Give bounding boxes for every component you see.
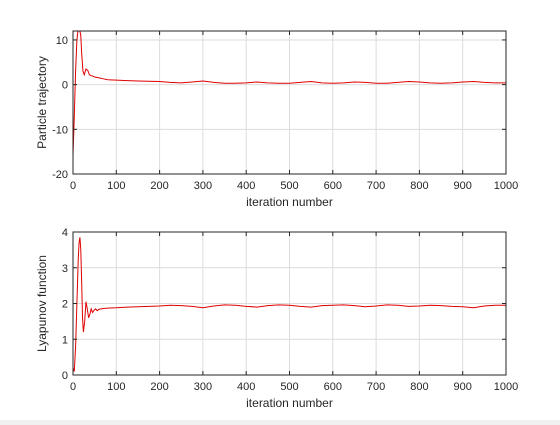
x-tick-label: 200 <box>150 180 168 192</box>
x-tick-label: 300 <box>194 180 212 192</box>
y-tick-label: -10 <box>52 124 68 136</box>
x-axis-label: iteration number <box>246 195 333 209</box>
x-tick-label: 800 <box>410 180 428 192</box>
y-axis-label: Lyapunov function <box>35 255 49 352</box>
plot-lyapunov-function: 0 100 200 300 400 500 600 700 800 900 1000 0 1 2 3 4 ite… <box>35 227 518 410</box>
x-tick-label: 500 <box>280 180 298 192</box>
x-tick-label: 100 <box>107 381 125 393</box>
x-tick-label: 200 <box>150 381 168 393</box>
x-tick-label: 100 <box>107 180 125 192</box>
x-tick-label: 0 <box>70 180 76 192</box>
y-tick-label: 1 <box>62 334 68 346</box>
y-tick-label: 4 <box>62 227 68 239</box>
x-tick-label: 0 <box>70 381 76 393</box>
series-line-lyapunov <box>73 237 506 372</box>
x-axis-label: iteration number <box>246 396 333 410</box>
x-tick-label: 700 <box>367 180 385 192</box>
y-tick-label: 0 <box>62 80 68 92</box>
y-tick-label: 10 <box>56 35 68 47</box>
x-tick-label: 900 <box>454 180 472 192</box>
y-tick-label: 3 <box>62 263 68 275</box>
y-axis-label: Particle trajectory <box>35 56 49 149</box>
x-tick-label: 500 <box>280 381 298 393</box>
plot-particle-trajectory: 0 100 200 300 400 500 600 700 800 900 1000 -20 -10 0 1… <box>35 30 518 209</box>
x-tick-label: 800 <box>410 381 428 393</box>
x-tick-label: 900 <box>454 381 472 393</box>
y-tick-label: -20 <box>52 169 68 181</box>
x-tick-label: 300 <box>194 381 212 393</box>
y-tick-label: 0 <box>62 370 68 382</box>
x-tick-label: 400 <box>237 180 255 192</box>
x-tick-label: 1000 <box>494 381 518 393</box>
x-tick-label: 1000 <box>494 180 518 192</box>
x-tick-label: 700 <box>367 381 385 393</box>
x-tick-label: 400 <box>237 381 255 393</box>
series-line-trajectory <box>73 31 506 157</box>
x-tick-label: 600 <box>324 381 342 393</box>
y-tick-label: 2 <box>62 299 68 311</box>
x-tick-label: 600 <box>324 180 342 192</box>
